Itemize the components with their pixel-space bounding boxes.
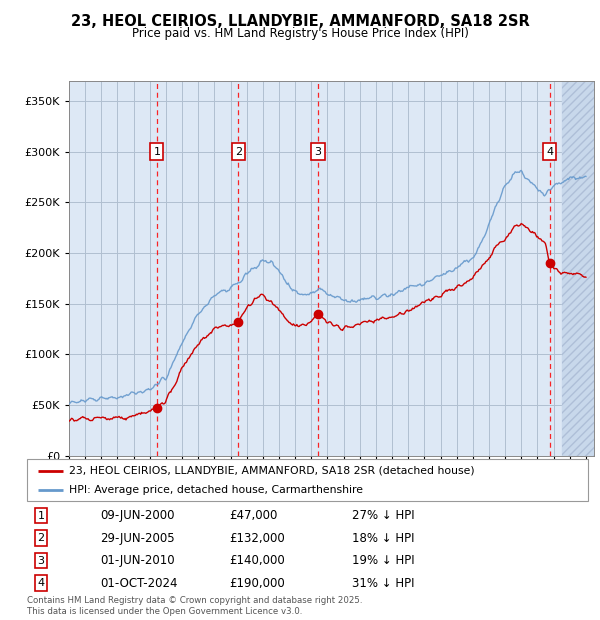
Text: 29-JUN-2005: 29-JUN-2005: [100, 532, 175, 544]
Text: 23, HEOL CEIRIOS, LLANDYBIE, AMMANFORD, SA18 2SR: 23, HEOL CEIRIOS, LLANDYBIE, AMMANFORD, …: [71, 14, 529, 29]
Text: 27% ↓ HPI: 27% ↓ HPI: [352, 509, 415, 522]
Text: 1: 1: [154, 146, 160, 157]
Text: 23, HEOL CEIRIOS, LLANDYBIE, AMMANFORD, SA18 2SR (detached house): 23, HEOL CEIRIOS, LLANDYBIE, AMMANFORD, …: [69, 466, 475, 476]
Text: 01-OCT-2024: 01-OCT-2024: [100, 577, 178, 590]
Text: 3: 3: [38, 556, 44, 565]
Text: £132,000: £132,000: [229, 532, 285, 544]
Text: £47,000: £47,000: [229, 509, 277, 522]
Text: 1: 1: [38, 511, 44, 521]
Text: 2: 2: [37, 533, 44, 543]
Bar: [562, 81, 594, 456]
Text: 2: 2: [235, 146, 242, 157]
Text: 09-JUN-2000: 09-JUN-2000: [100, 509, 175, 522]
Text: 4: 4: [546, 146, 553, 157]
Text: 01-JUN-2010: 01-JUN-2010: [100, 554, 175, 567]
Text: Price paid vs. HM Land Registry's House Price Index (HPI): Price paid vs. HM Land Registry's House …: [131, 27, 469, 40]
Text: £190,000: £190,000: [229, 577, 285, 590]
Text: Contains HM Land Registry data © Crown copyright and database right 2025.
This d: Contains HM Land Registry data © Crown c…: [27, 596, 362, 616]
Bar: [562, 81, 594, 456]
Text: 3: 3: [314, 146, 322, 157]
Text: 4: 4: [37, 578, 44, 588]
Text: £140,000: £140,000: [229, 554, 285, 567]
Text: 31% ↓ HPI: 31% ↓ HPI: [352, 577, 415, 590]
Text: HPI: Average price, detached house, Carmarthenshire: HPI: Average price, detached house, Carm…: [69, 485, 363, 495]
Text: 19% ↓ HPI: 19% ↓ HPI: [352, 554, 415, 567]
Text: 18% ↓ HPI: 18% ↓ HPI: [352, 532, 415, 544]
